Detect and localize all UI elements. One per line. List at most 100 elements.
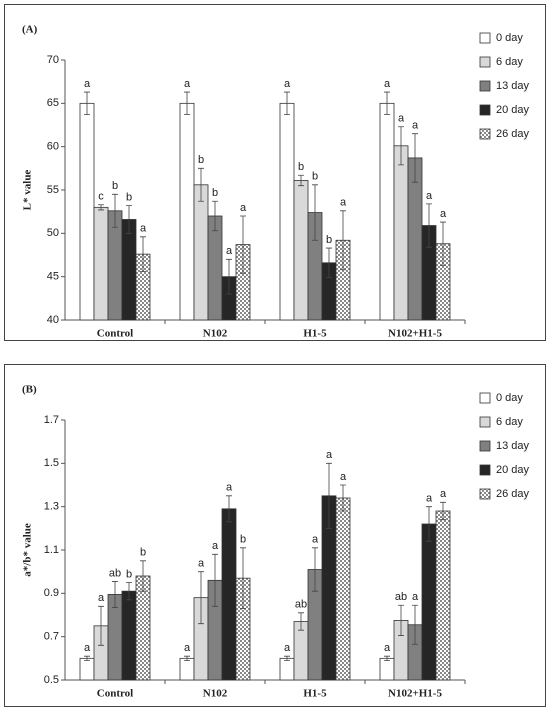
bar <box>221 508 237 681</box>
significance-letter: b <box>212 187 218 199</box>
significance-letter: a <box>184 642 191 654</box>
error-bar <box>340 210 346 271</box>
significance-letter: b <box>126 568 132 580</box>
legend-label: 6 day <box>496 416 523 428</box>
significance-letter: a <box>226 245 233 257</box>
x-tick-label: N102+H1-5 <box>388 328 442 340</box>
significance-letter: a <box>240 202 247 214</box>
error-bar <box>140 560 146 592</box>
significance-letter: a <box>412 591 419 603</box>
legend-label: 20 day <box>496 464 530 476</box>
bar <box>93 206 109 321</box>
y-tick-label: 60 <box>47 141 59 153</box>
x-tick-label: H1-5 <box>303 328 327 340</box>
x-tick-label: N102 <box>203 328 228 340</box>
error-bar <box>312 184 318 241</box>
significance-letter: b <box>326 234 332 246</box>
significance-letter: b <box>312 171 318 183</box>
significance-letter: b <box>140 547 146 559</box>
error-bar <box>298 612 304 631</box>
bar <box>121 219 137 321</box>
x-tick-label: Control <box>97 328 133 340</box>
error-bar <box>198 167 204 202</box>
error-bar <box>440 221 446 266</box>
error-bar <box>326 462 332 529</box>
legend-swatch <box>479 464 491 476</box>
bar <box>421 523 437 681</box>
bar <box>379 657 395 681</box>
significance-letter: a <box>84 78 91 90</box>
y-tick-label: 70 <box>47 54 59 66</box>
significance-letter: a <box>226 482 233 494</box>
legend-label: 13 day <box>496 440 530 452</box>
bar <box>207 215 223 321</box>
legend-swatch <box>479 32 491 44</box>
significance-letter: a <box>384 78 391 90</box>
error-bar <box>398 604 404 636</box>
significance-letter: a <box>184 78 191 90</box>
significance-letter: a <box>440 208 447 220</box>
legend-swatch <box>479 80 491 92</box>
y-tick-label: 50 <box>47 227 59 239</box>
significance-letter: a <box>84 642 91 654</box>
significance-letter: b <box>112 180 118 192</box>
legend-swatch <box>479 128 491 140</box>
legend-label: 26 day <box>496 488 530 500</box>
bar <box>121 590 137 681</box>
y-tick-label: 0.7 <box>44 631 59 643</box>
significance-letter: ab <box>295 599 307 611</box>
panel-frame <box>4 364 546 707</box>
error-bar <box>312 547 318 592</box>
bar <box>79 102 95 321</box>
error-bar <box>198 571 204 625</box>
legend-swatch <box>479 392 491 404</box>
significance-letter: b <box>198 154 204 166</box>
x-tick-label: N102 <box>203 688 228 700</box>
y-tick-label: 65 <box>47 97 59 109</box>
y-tick-label: 0.5 <box>44 674 59 686</box>
error-bar <box>284 655 290 661</box>
bar <box>335 497 351 681</box>
y-tick-label: 1.7 <box>44 414 59 426</box>
error-bar <box>98 204 104 211</box>
legend-swatch <box>479 56 491 68</box>
error-bar <box>126 205 132 234</box>
y-axis-label: L* value <box>22 170 34 211</box>
error-bar <box>240 547 246 609</box>
error-bar <box>426 203 432 248</box>
error-bar <box>184 655 190 661</box>
error-bar <box>226 495 232 523</box>
legend-swatch <box>479 488 491 500</box>
legend-label: 6 day <box>496 56 523 68</box>
error-bar <box>98 605 104 646</box>
error-bar <box>184 91 190 115</box>
panel-frame <box>4 4 546 341</box>
significance-letter: a <box>284 642 291 654</box>
error-bar <box>384 91 390 115</box>
significance-letter: a <box>340 471 347 483</box>
bar <box>393 145 409 321</box>
significance-letter: a <box>312 534 319 546</box>
error-bar <box>298 174 304 187</box>
significance-letter: a <box>384 642 391 654</box>
error-bar <box>412 604 418 645</box>
y-axis-label: a*/b* value <box>22 523 34 577</box>
x-tick-label: N102+H1-5 <box>388 688 442 700</box>
significance-letter: ab <box>109 567 121 579</box>
bar <box>293 180 309 321</box>
y-tick-label: 40 <box>47 314 59 326</box>
y-tick-label: 55 <box>47 184 59 196</box>
significance-letter: a <box>198 558 205 570</box>
legend-swatch <box>479 104 491 116</box>
y-tick-label: 45 <box>47 271 59 283</box>
significance-letter: a <box>140 223 147 235</box>
legend-swatch <box>479 440 491 452</box>
error-bar <box>326 247 332 278</box>
panel-label: (A) <box>22 24 38 36</box>
significance-letter: a <box>98 592 105 604</box>
significance-letter: a <box>426 190 433 202</box>
y-tick-label: 1.1 <box>44 544 59 556</box>
error-bar <box>84 91 90 115</box>
significance-letter: b <box>240 534 246 546</box>
